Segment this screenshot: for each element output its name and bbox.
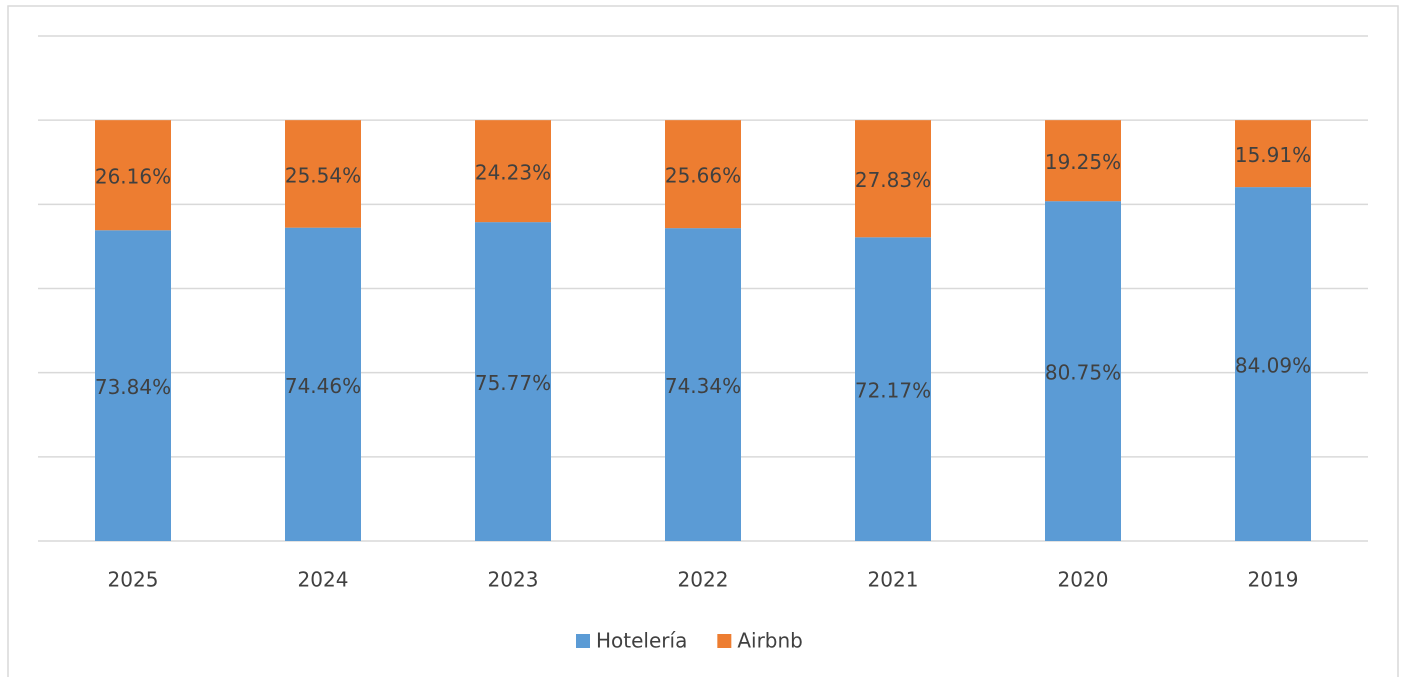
- data-label: 25.66%: [665, 164, 741, 188]
- data-label: 27.83%: [855, 168, 931, 192]
- bar-segment: [1045, 201, 1121, 542]
- bar-segment: [285, 120, 361, 228]
- data-label: 24.23%: [475, 161, 551, 185]
- data-label: 74.46%: [285, 374, 361, 398]
- data-label: 84.09%: [1235, 354, 1311, 378]
- bar-segment: [475, 222, 551, 541]
- legend-swatch: [717, 634, 732, 648]
- x-tick-label: 2025: [108, 568, 159, 592]
- bar-segment: [665, 120, 741, 229]
- bar-segment: [475, 120, 551, 223]
- data-label: 75.77%: [475, 371, 551, 395]
- data-label: 72.17%: [855, 379, 931, 403]
- bar-segment: [1235, 120, 1311, 188]
- bar-segment: [95, 230, 171, 542]
- data-label: 74.34%: [665, 374, 741, 398]
- x-tick-label: 2020: [1058, 568, 1109, 592]
- x-tick-label: 2021: [868, 568, 919, 592]
- x-tick-label: 2022: [678, 568, 729, 592]
- x-tick-label: 2023: [488, 568, 539, 592]
- bar-segment: [95, 120, 171, 231]
- data-label: 80.75%: [1045, 361, 1121, 385]
- bar-segment: [285, 227, 361, 541]
- data-label: 26.16%: [95, 165, 171, 189]
- bar-segment: [855, 120, 931, 238]
- data-label: 73.84%: [95, 375, 171, 399]
- data-label: 25.54%: [285, 163, 361, 187]
- legend-label: Airbnb: [737, 629, 803, 653]
- bar-segment: [1235, 187, 1311, 541]
- bar-segment: [1045, 120, 1121, 202]
- bar-segment: [665, 228, 741, 541]
- data-label: 15.91%: [1235, 143, 1311, 167]
- bar-segment: [855, 237, 931, 541]
- data-label: 19.25%: [1045, 150, 1121, 174]
- x-tick-label: 2019: [1248, 568, 1299, 592]
- legend-swatch: [576, 634, 590, 648]
- x-tick-label: 2024: [298, 568, 349, 592]
- legend-label: Hotelería: [596, 629, 687, 653]
